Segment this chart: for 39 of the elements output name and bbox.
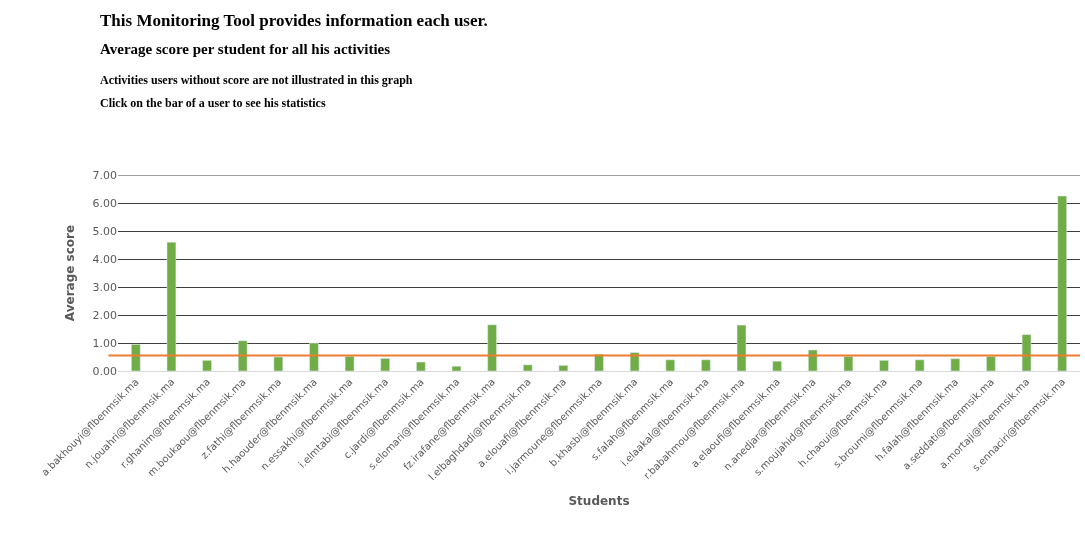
bar bbox=[166, 241, 177, 371]
y-tick-label: 6.00 bbox=[92, 196, 117, 210]
bar bbox=[523, 364, 533, 371]
bar bbox=[808, 349, 818, 371]
bar bbox=[843, 356, 854, 371]
bar bbox=[736, 324, 747, 371]
bar bbox=[701, 359, 711, 371]
bar bbox=[986, 356, 996, 371]
y-tick-label: 2.00 bbox=[92, 308, 117, 322]
bar bbox=[879, 360, 889, 371]
bar bbox=[1057, 195, 1067, 371]
bar bbox=[950, 358, 960, 371]
y-tick-label: 5.00 bbox=[92, 224, 117, 238]
bar bbox=[380, 358, 390, 371]
bar bbox=[273, 356, 284, 371]
bar bbox=[238, 340, 248, 371]
bar bbox=[131, 344, 141, 371]
bar bbox=[344, 356, 355, 371]
y-tick-label: 0.00 bbox=[92, 364, 117, 378]
bar bbox=[309, 342, 319, 371]
bar bbox=[558, 365, 569, 371]
x-axis-title: Students bbox=[568, 494, 630, 509]
chart-subtitle: Average score per student for all his activities bbox=[100, 41, 391, 57]
chart-title: This Monitoring Tool provides information each user. bbox=[100, 11, 488, 30]
bar bbox=[772, 360, 782, 371]
bar bbox=[1021, 334, 1032, 371]
text: Activities users without score are not illustrated in this graph bbox=[100, 73, 413, 87]
bar bbox=[914, 359, 925, 371]
y-tick-label: 4.00 bbox=[92, 252, 117, 266]
bar bbox=[487, 324, 497, 371]
text: Click on the bar of a user to see his statistics bbox=[100, 96, 326, 110]
bar bbox=[416, 361, 426, 371]
y-tick-label: 7.00 bbox=[92, 168, 117, 182]
bar bbox=[451, 365, 462, 371]
y-tick-label: 1.00 bbox=[92, 336, 117, 350]
bar bbox=[202, 360, 212, 371]
y-axis-title: Average score bbox=[62, 224, 77, 322]
y-tick-label: 3.00 bbox=[92, 280, 117, 294]
bar bbox=[665, 359, 675, 371]
